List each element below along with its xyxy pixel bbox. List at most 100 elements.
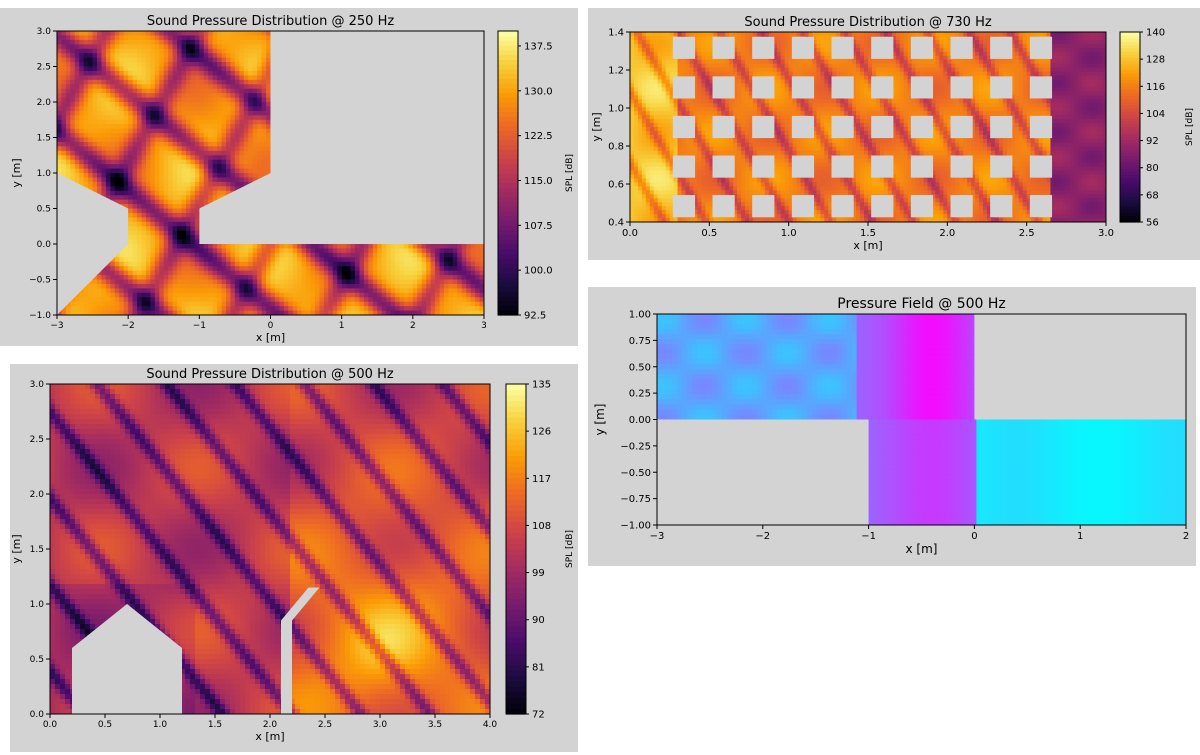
colorbar-segment [1120, 57, 1140, 62]
colorbar-segment [506, 659, 526, 666]
colorbar-segment [1120, 108, 1140, 112]
colorbar-segment [506, 631, 526, 638]
colorbar-segment [1120, 98, 1140, 103]
obstacle [950, 36, 973, 59]
colorbar-segment [498, 310, 518, 316]
colorbar-segment [1120, 152, 1140, 157]
y-tick-label: 3.0 [30, 380, 45, 390]
spl-500hz-chart: Sound Pressure Distribution @ 500 Hz0.0 0… [10, 367, 575, 743]
spl-730hz-chart: Sound Pressure Distribution @ 730 Hz0.0 0… [590, 15, 1195, 252]
obstacle [871, 195, 894, 218]
colorbar-segment [498, 281, 518, 288]
x-tick-label: 2.5 [1019, 228, 1035, 239]
colorbar-segment [498, 277, 518, 283]
colorbar-segment [498, 97, 518, 103]
colorbar-segment [1120, 193, 1140, 198]
x-tick-label: 2.0 [939, 228, 955, 239]
x-tick-label: 2.0 [263, 720, 278, 730]
colorbar-segment [498, 68, 518, 75]
colorbar-segment [498, 31, 518, 37]
colorbar-segment [498, 49, 518, 56]
colorbar-segment [1120, 146, 1140, 150]
colorbar-segment [1120, 127, 1140, 131]
x-tick-label: 0.0 [43, 720, 58, 730]
colorbar-segment [506, 472, 526, 479]
colorbar-segment [498, 300, 518, 307]
colorbar-segment [506, 455, 526, 462]
obstacle [910, 36, 934, 59]
colorbar-segment [506, 571, 526, 578]
colorbar-segment [506, 477, 526, 484]
colorbar-segment [498, 187, 518, 193]
colorbar-tick-label: 115.0 [524, 176, 553, 187]
colorbar-tick-label: 104 [1146, 109, 1165, 120]
y-axis-label: y [m] [10, 534, 23, 563]
field-image [57, 31, 484, 315]
colorbar-segment [498, 116, 518, 122]
colorbar-segment [498, 296, 518, 302]
colorbar-segment [498, 206, 518, 212]
colorbar-segment [498, 87, 518, 94]
colorbar-tick-label: 90 [532, 615, 545, 626]
colorbar-segment [1120, 171, 1140, 176]
colorbar-segment [506, 703, 526, 710]
obstacle [672, 36, 696, 59]
colorbar-segment [506, 406, 526, 413]
x-tick-label: 0 [971, 531, 977, 542]
colorbar-segment [506, 598, 526, 605]
colorbar-segment [498, 239, 518, 245]
colorbar-segment [506, 620, 526, 627]
x-tick-label: 1.5 [208, 720, 222, 730]
y-tick-label: 0.5 [30, 655, 44, 665]
y-tick-label: 3.0 [37, 27, 52, 37]
y-tick-label: −0.5 [29, 276, 51, 286]
colorbar-segment [506, 521, 526, 528]
colorbar-label: SPL [dB] [565, 530, 575, 568]
y-tick-label: 0.0 [37, 240, 52, 250]
colorbar-tick-label: 140 [1146, 28, 1165, 39]
colorbar-segment [506, 582, 526, 589]
obstacle [910, 195, 934, 218]
colorbar-segment [506, 626, 526, 633]
y-tick-label: 1.5 [37, 134, 51, 144]
colorbar-segment [1120, 180, 1140, 185]
obstacle [871, 115, 894, 139]
colorbar-segment [1120, 149, 1140, 153]
colorbar-segment [506, 499, 526, 506]
colorbar-tick-label: 135 [532, 380, 551, 391]
colorbar-segment [1120, 165, 1140, 169]
obstacle [752, 195, 775, 218]
y-tick-label: −0.50 [620, 468, 651, 479]
obstacle [831, 76, 854, 99]
x-tick-label: 2.5 [318, 720, 332, 730]
colorbar-segment [1120, 70, 1140, 74]
colorbar-segment [498, 54, 518, 60]
colorbar-segment [506, 587, 526, 594]
colorbar-segment [506, 670, 526, 677]
y-tick-label: 2.5 [30, 435, 44, 445]
x-tick-label: 4.0 [483, 720, 498, 730]
x-axis-label: x [m] [906, 542, 938, 556]
colorbar-segment [1120, 32, 1140, 36]
y-tick-label: 2.0 [30, 490, 45, 500]
obstacle [791, 76, 815, 99]
colorbar-segment [498, 196, 518, 202]
obstacle [990, 115, 1013, 139]
colorbar-segment [1120, 215, 1140, 220]
colorbar-segment [498, 92, 518, 98]
colorbar-segment [1120, 168, 1140, 172]
y-tick-label: 2.5 [37, 63, 51, 73]
colorbar-segment [506, 681, 526, 688]
y-tick-label: 0.50 [629, 362, 651, 373]
colorbar-segment [498, 267, 518, 273]
colorbar-segment [1120, 158, 1140, 163]
x-axis-label: x [m] [256, 331, 285, 344]
colorbar-segment [1120, 142, 1140, 147]
colorbar-segment [1120, 120, 1140, 125]
field-image [657, 314, 1186, 525]
y-tick-label: −0.25 [620, 441, 651, 452]
colorbar-segment [1120, 212, 1140, 217]
colorbar-segment [498, 139, 518, 146]
obstacle [831, 155, 854, 178]
colorbar-segment [506, 593, 526, 600]
